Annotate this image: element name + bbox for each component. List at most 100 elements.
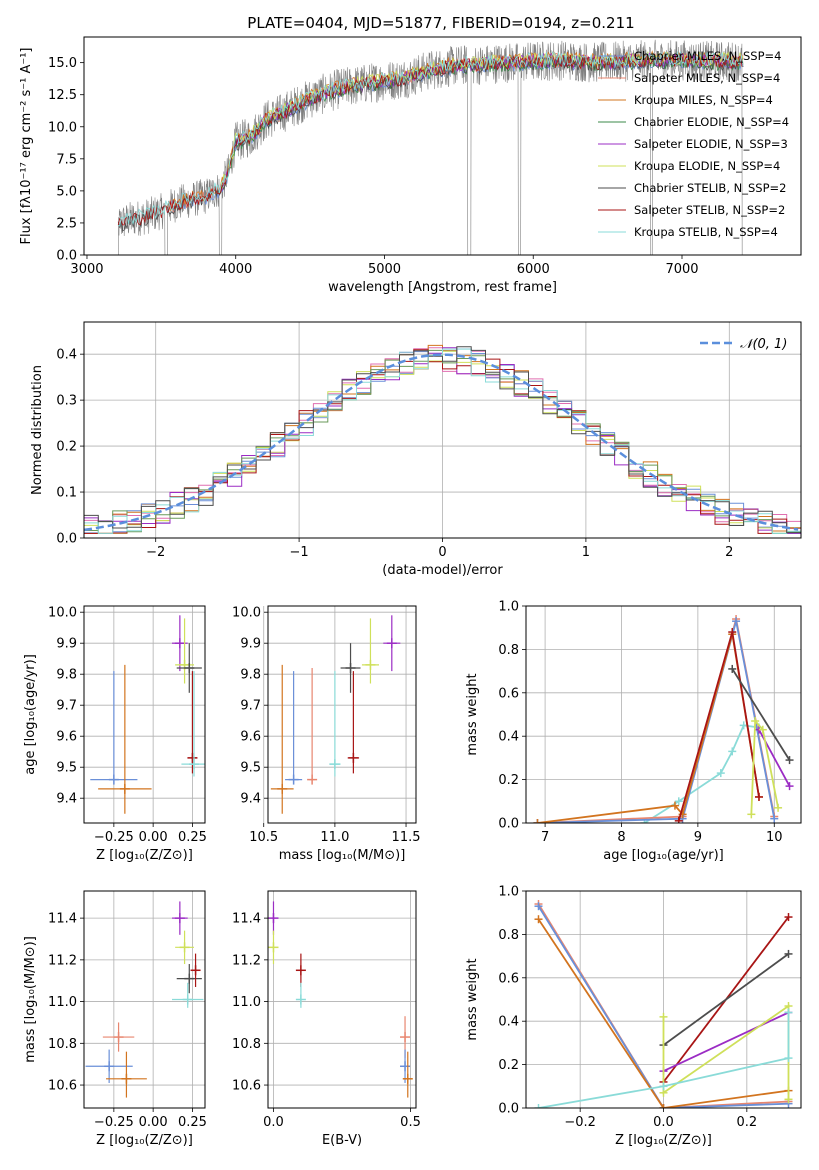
plot-area xyxy=(117,39,744,255)
weight-vs-metallicity-panel: −0.2 0.0 0.2 0.0 0.2 0.4 0.6 0.8 1.0 Z [log₁₀(Z/Z… xyxy=(465,885,802,1148)
x-tick-label: 0.5 xyxy=(400,1115,421,1130)
mass-vs-ebv-panel: 0.0 0.5 10.6 10.8 11.0 11.2 11.4 E(B-V) xyxy=(232,890,421,1148)
x-axis-label: wavelength [Angstrom, rest frame] xyxy=(328,280,557,295)
data-point-salpeter-stelib xyxy=(190,953,201,987)
legend-entry: Salpeter MILES, N_SSP=4 xyxy=(634,71,780,85)
y-axis-label: mass weight xyxy=(465,958,480,1040)
y-tick-label: 0.0 xyxy=(56,532,77,547)
x-tick-label: 2 xyxy=(725,545,733,560)
axes-frame xyxy=(83,605,206,824)
y-tick-label: 9.5 xyxy=(56,761,77,776)
y-tick-label: 2.5 xyxy=(56,216,77,231)
y-tick-label: 9.4 xyxy=(240,792,261,807)
plot-area xyxy=(270,615,401,814)
axes-frame xyxy=(525,605,802,824)
y-tick-label: 0.2 xyxy=(56,440,77,455)
y-tick-label: 5.0 xyxy=(56,184,77,199)
legend-entry: Kroupa MILES, N_SSP=4 xyxy=(634,93,773,107)
weight-series-kroupa-miles xyxy=(533,630,763,823)
x-tick-label: 0.0 xyxy=(653,1115,674,1130)
weight-series-chabrier-miles xyxy=(533,617,779,823)
data-point-chabrier-stelib xyxy=(176,964,202,994)
y-tick-label: 10.6 xyxy=(232,1079,261,1094)
legend-entry: Salpeter STELIB, N_SSP=2 xyxy=(634,203,785,217)
age-vs-metallicity-panel: −0.25 0.00 0.25 9.4 9.5 9.6 9.7 9.8 9.9 10.0 Z [lo… xyxy=(23,605,207,863)
x-tick-label: −1 xyxy=(290,545,309,560)
data-point-chabrier-stelib xyxy=(340,643,361,693)
weight-series-kroupa-elodie xyxy=(659,1002,793,1104)
y-tick-label: 1.0 xyxy=(498,600,519,615)
plot-area xyxy=(90,615,205,814)
x-tick-label: 11.0 xyxy=(320,830,349,845)
y-axis-label: mass weight xyxy=(465,673,480,755)
weight-vs-age-panel: 7 8 9 10 0.0 0.2 0.4 0.6 0.8 1.0 age [log₁₀(age/yr… xyxy=(465,600,802,863)
y-tick-label: 0.8 xyxy=(498,928,519,943)
y-tick-label: 0.6 xyxy=(498,686,519,701)
data-point-salpeter-miles xyxy=(307,668,318,785)
plot-area xyxy=(534,900,793,1108)
y-tick-label: 11.4 xyxy=(232,912,261,927)
y-tick-label: 0.4 xyxy=(56,348,77,363)
axes-frame xyxy=(83,36,802,256)
y-tick-label: 9.8 xyxy=(240,668,261,683)
x-tick-label: 10.5 xyxy=(249,830,278,845)
figure-title: PLATE=0404, MJD=51877, FIBERID=0194, z=0… xyxy=(247,14,634,32)
y-tick-label: 1.0 xyxy=(498,885,519,900)
y-tick-label: 9.5 xyxy=(240,761,261,776)
axes-frame xyxy=(267,890,417,1109)
y-axis-label: Normed distribution xyxy=(30,365,45,495)
y-tick-label: 9.7 xyxy=(56,699,77,714)
data-point-kroupa-stelib xyxy=(295,982,306,1008)
x-tick-label: −0.2 xyxy=(564,1115,596,1130)
y-tick-label: 12.5 xyxy=(48,88,77,103)
spectrum-panel: 3000 4000 5000 6000 7000 0.0 2.5 5.0 7.5 10.0 12.5… xyxy=(19,36,802,295)
x-tick-label: 11.5 xyxy=(392,830,421,845)
x-tick-label: 8 xyxy=(617,830,625,845)
y-tick-label: 10.0 xyxy=(232,606,261,621)
weight-series-salpeter-elodie xyxy=(659,1008,793,1076)
data-point-salpeter-stelib xyxy=(187,671,198,774)
y-tick-label: 9.6 xyxy=(56,730,77,745)
y-tick-label: 0.6 xyxy=(498,971,519,986)
axes-frame xyxy=(267,605,417,824)
data-point-kroupa-miles xyxy=(106,1051,147,1098)
data-point-salpeter-stelib xyxy=(347,671,360,774)
residual-histogram xyxy=(84,348,801,534)
y-tick-label: 15.0 xyxy=(48,56,77,71)
y-axis-label: age [log₁₀(age/yr)] xyxy=(23,654,38,775)
y-tick-label: 0.0 xyxy=(498,1102,519,1117)
x-axis-label: age [log₁₀(age/yr)] xyxy=(603,848,724,863)
x-tick-label: 10 xyxy=(766,830,783,845)
data-point-chabrier-miles xyxy=(90,671,138,785)
weight-series-chabrier-stelib xyxy=(728,664,794,765)
x-tick-label: 5000 xyxy=(368,262,401,277)
x-axis-label: (data-model)/error xyxy=(382,563,503,578)
x-tick-label: 6000 xyxy=(517,262,550,277)
y-tick-label: 0.1 xyxy=(56,486,77,501)
y-tick-label: 0.4 xyxy=(498,730,519,745)
axes-frame xyxy=(83,890,206,1109)
mass-vs-metallicity-panel: −0.25 0.00 0.25 10.6 10.8 11.0 11.2 11.4 Z [log₁… xyxy=(23,890,207,1148)
y-tick-label: 0.8 xyxy=(498,643,519,658)
residuals-panel: −2 −1 0 1 2 0.0 0.1 0.2 0.3 0.4 (data-model)/error… xyxy=(30,321,802,578)
data-point-salpeter-stelib xyxy=(295,953,306,987)
x-tick-label: 4000 xyxy=(219,262,252,277)
x-tick-label: 0.00 xyxy=(139,1115,168,1130)
data-point-kroupa-elodie xyxy=(175,930,194,965)
x-tick-label: 1 xyxy=(582,545,590,560)
y-tick-label: 0.0 xyxy=(498,817,519,832)
y-tick-label: 10.8 xyxy=(48,1037,77,1052)
y-tick-label: 10.6 xyxy=(48,1079,77,1094)
x-tick-label: 0.00 xyxy=(139,830,168,845)
x-tick-label: −0.25 xyxy=(94,830,134,845)
data-point-kroupa-stelib xyxy=(172,982,204,1008)
model-spectrum-kroupa-stelib xyxy=(118,50,744,227)
x-tick-label: 0.0 xyxy=(263,1115,284,1130)
residual-histogram xyxy=(84,346,801,534)
x-tick-label: −0.25 xyxy=(94,1115,134,1130)
data-point-kroupa-miles xyxy=(98,664,152,814)
y-tick-label: 10.0 xyxy=(48,606,77,621)
legend-entry: Kroupa ELODIE, N_SSP=4 xyxy=(634,159,780,173)
y-tick-label: 0.3 xyxy=(56,394,77,409)
y-tick-label: 11.4 xyxy=(48,912,77,927)
